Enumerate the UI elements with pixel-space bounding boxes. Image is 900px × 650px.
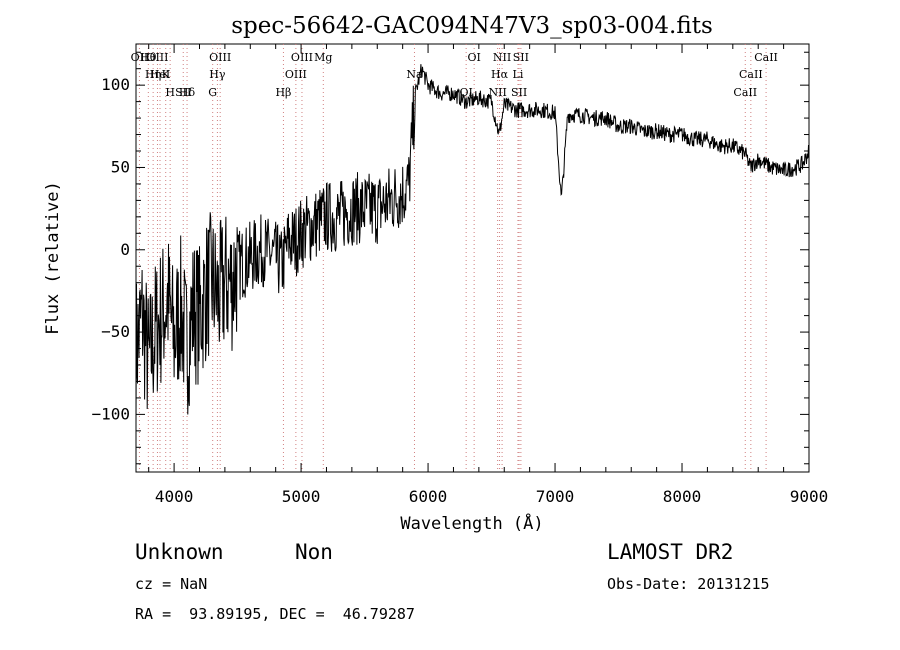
x-tick-label: 9000 (790, 487, 829, 506)
spectral-line-label: OIII (146, 51, 168, 64)
spectral-line-markers (138, 44, 767, 472)
spectral-line-label: CaII (754, 51, 778, 64)
spectral-line-label: K (162, 68, 171, 81)
object-class: Unknown (135, 540, 224, 564)
spectral-line-label: NII (488, 86, 506, 99)
x-tick-label: 5000 (282, 487, 321, 506)
spectral-line-label: CaII (733, 86, 757, 99)
y-tick-label: −100 (91, 404, 130, 423)
spectral-line-label: HeI (150, 68, 170, 81)
x-tick-label: 6000 (409, 487, 448, 506)
spectral-line-label: SII (513, 51, 529, 64)
y-tick-label: 100 (101, 75, 130, 94)
spectral-line-label: SII (175, 86, 191, 99)
chart-title: spec-56642-GAC094N47V3_sp03-004.fits (231, 13, 713, 39)
spectral-line-label: Hθ (140, 51, 157, 64)
spectral-line-label: NII (493, 51, 511, 64)
object-subclass: Non (295, 540, 333, 564)
spectral-line-label: OIII (291, 51, 313, 64)
survey-name: LAMOST DR2 (607, 540, 734, 564)
plot-frame (135, 43, 810, 473)
y-tick-label: −50 (101, 322, 130, 341)
x-axis-label: Wavelength (Å) (400, 512, 543, 534)
spectral-line-label: OII (131, 51, 149, 64)
y-tick-label: 50 (111, 157, 130, 176)
spectral-line-label: Hγ (209, 68, 226, 81)
spectral-line-label: Mg (314, 51, 332, 64)
x-tick-label: 7000 (536, 487, 575, 506)
spectral-line-label: G (208, 86, 217, 99)
spectral-line-label: Hη (145, 68, 161, 81)
spectral-line-label: Hα (491, 68, 509, 81)
spectral-line-label: Li (513, 68, 524, 81)
spectral-line-label: Hβ (275, 86, 291, 99)
spectral-line-label: Hδ (179, 86, 196, 99)
spectral-line-label: OIII (285, 68, 307, 81)
x-axis: 4000 5000 6000 7000 8000 9000 (148, 44, 829, 506)
coordinates: RA = 93.89195, DEC = 46.79287 (135, 605, 415, 623)
spectral-line-label: SII (511, 86, 527, 99)
spectrum-series-line (135, 64, 810, 423)
observation-date: Obs-Date: 20131215 (607, 575, 770, 593)
spectral-line-label: CaII (739, 68, 763, 81)
spectral-line-label: OI (467, 51, 480, 64)
spectral-line-label: OIII (209, 51, 231, 64)
spectral-line-label: H (165, 86, 175, 99)
y-axis-label: Flux (relative) (43, 181, 63, 335)
x-tick-label: 4000 (155, 487, 194, 506)
redshift-cz: cz = NaN (135, 575, 208, 593)
x-tick-label: 8000 (663, 487, 702, 506)
y-tick-label: 0 (120, 240, 130, 259)
y-axis: −100 −50 0 50 100 (91, 51, 809, 465)
